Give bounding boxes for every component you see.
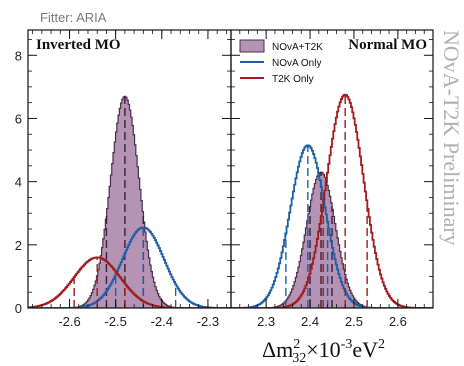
x-tick-label: 2.5: [345, 314, 363, 329]
preliminary-watermark: NOvA-T2K Preliminary: [439, 30, 464, 246]
legend: NOvA+T2K NOvA Only T2K Only: [239, 39, 323, 85]
x-tick-label: 2.3: [257, 314, 275, 329]
y-tick-label: 0: [15, 301, 22, 316]
x-tick-label: 2.4: [301, 314, 319, 329]
x-tick-label: -2.5: [104, 314, 126, 329]
legend-label-t2k-only: T2K Only: [272, 74, 314, 85]
panel-label-inverted-mo: Inverted MO: [36, 37, 121, 53]
legend-label-nova-t2k: NOvA+T2K: [272, 42, 323, 53]
panel-plot-area: [231, 93, 433, 308]
panel-frame: [230, 29, 434, 309]
x-axis-label: Δm2 32×10-3eV2: [262, 337, 385, 366]
legend-label-nova-only: NOvA Only: [272, 58, 321, 69]
x-tick-label: -2.6: [58, 314, 80, 329]
y-tick-label: 6: [15, 111, 22, 126]
y-tick-label: 8: [15, 48, 22, 63]
panels-layer: -2.6 -2.5 -2.4 -2.3 Inverted MO 2.3 2.4 2.5 2.6 N…: [15, 29, 434, 329]
x-tick-label: 2.6: [389, 314, 407, 329]
x-tick-label: -2.3: [197, 314, 219, 329]
panel-normal-mo: 2.3 2.4 2.5 2.6 Normal MO: [230, 29, 434, 329]
series-nova-t2k-area: [28, 95, 231, 308]
fitter-label: Fitter: ARIA: [40, 10, 107, 25]
panel-inverted-mo: -2.6 -2.5 -2.4 -2.3 Inverted MO: [27, 29, 232, 329]
x-tick-label: -2.4: [151, 314, 173, 329]
y-tick-label: 4: [15, 175, 22, 190]
legend-swatch-nova-t2k: [239, 39, 265, 53]
panel-plot-area: [28, 95, 231, 308]
panel-label-normal-mo: Normal MO: [348, 37, 427, 53]
y-tick-label: 2: [15, 238, 22, 253]
